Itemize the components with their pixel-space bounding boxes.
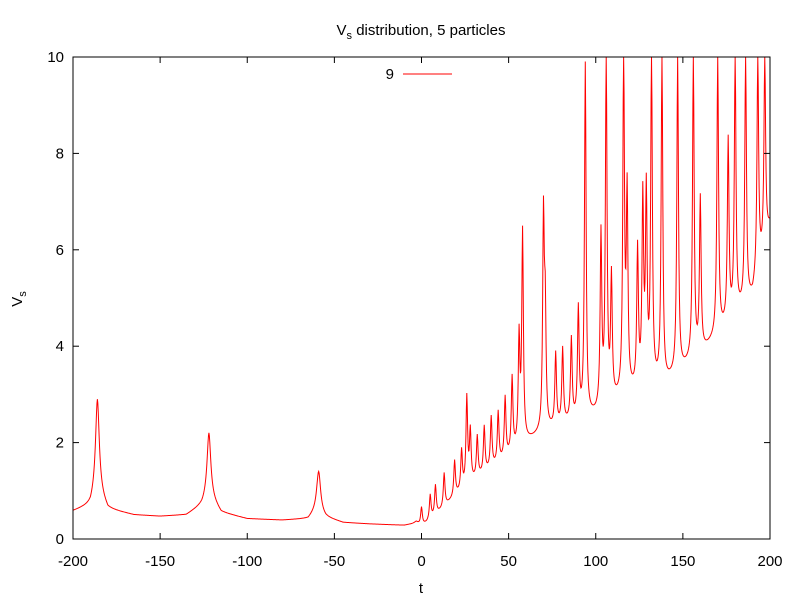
y-axis-ticks: 0 2 4 6 8 10: [47, 49, 770, 548]
y-tick-label: 10: [47, 49, 64, 66]
y-tick-label: 4: [56, 338, 64, 355]
chart-title-main: V: [337, 22, 347, 39]
x-axis-label: t: [419, 580, 424, 597]
y-axis-label-main: V: [9, 297, 26, 307]
x-tick-label: -150: [145, 553, 175, 570]
x-tick-label: 100: [583, 553, 608, 570]
y-tick-label: 6: [56, 242, 64, 259]
x-axis-ticks: -200 -150 -100 -50 0 50 100 150 200: [58, 57, 783, 570]
y-tick-label: 2: [56, 435, 64, 452]
x-tick-label: 200: [757, 553, 782, 570]
y-axis-label: Vs: [9, 291, 29, 307]
chart-title-subscript: s: [347, 30, 353, 42]
y-axis-label-subscript: s: [17, 291, 29, 297]
x-tick-label: 0: [417, 553, 425, 570]
y-tick-label: 0: [56, 531, 64, 548]
series-line-9: [72, 56, 771, 526]
x-tick-label: -100: [232, 553, 262, 570]
chart-title-suffix: distribution, 5 particles: [352, 22, 505, 39]
x-tick-label: 50: [500, 553, 517, 570]
x-tick-label: 150: [670, 553, 695, 570]
plot-layer: [72, 56, 771, 526]
legend-label: 9: [386, 66, 394, 83]
x-tick-label: -200: [58, 553, 88, 570]
y-tick-label: 8: [56, 145, 64, 162]
chart-title: Vs distribution, 5 particles: [337, 22, 506, 42]
x-tick-label: -50: [324, 553, 346, 570]
legend: 9: [386, 66, 452, 83]
